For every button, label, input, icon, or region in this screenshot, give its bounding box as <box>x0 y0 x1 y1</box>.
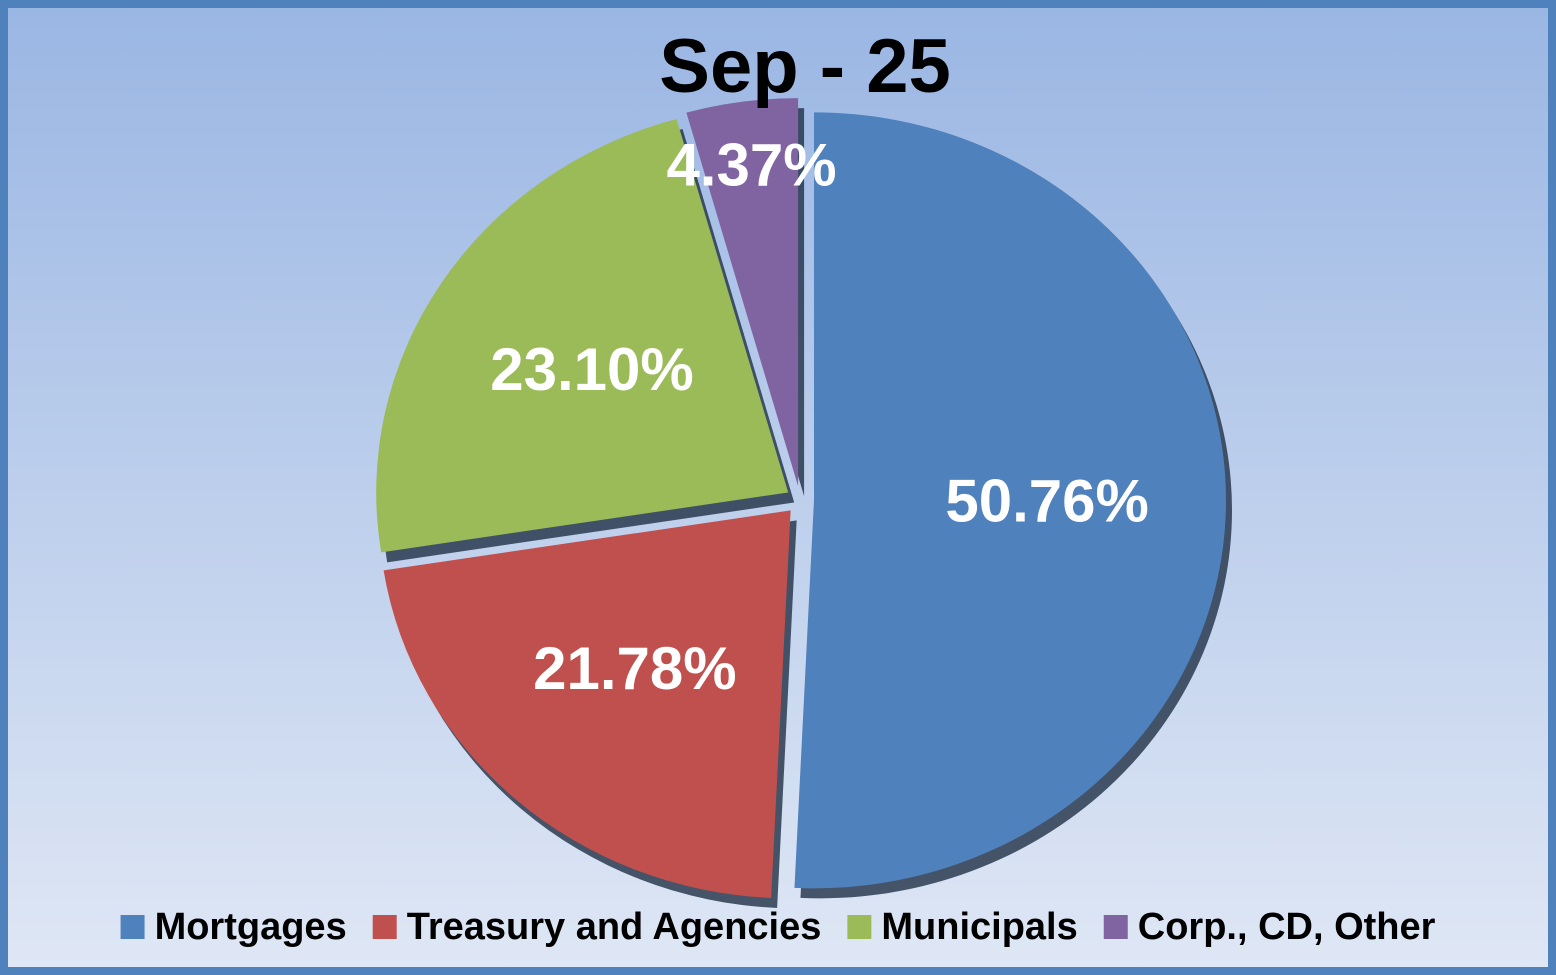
chart-title: Sep - 25 <box>659 24 950 109</box>
legend-item: Treasury and Agencies <box>372 906 822 948</box>
legend-swatch <box>120 915 145 939</box>
legend-swatch <box>372 915 397 939</box>
pie: 50.76% 21.78% 23.10% 4.37% <box>376 98 1232 908</box>
data-label: 50.76% <box>945 467 1149 534</box>
legend-label: Mortgages <box>155 906 347 948</box>
slice <box>794 112 1226 889</box>
legend: Mortgages Treasury and Agencies Municipals… <box>120 906 1436 948</box>
legend-label: Treasury and Agencies <box>407 906 822 948</box>
slice <box>383 510 791 898</box>
legend-item: Municipals <box>847 906 1078 948</box>
legend-swatch <box>1103 915 1128 939</box>
legend-item: Corp., CD, Other <box>1103 906 1436 948</box>
slice <box>686 98 799 487</box>
legend-item: Mortgages <box>120 906 347 948</box>
data-label: 23.10% <box>490 336 694 403</box>
slice <box>376 118 789 553</box>
data-label: 21.78% <box>533 635 737 702</box>
legend-label: Municipals <box>881 906 1077 948</box>
legend-label: Corp., CD, Other <box>1138 906 1436 948</box>
data-label: 4.37% <box>666 131 836 198</box>
legend-swatch <box>847 915 872 939</box>
